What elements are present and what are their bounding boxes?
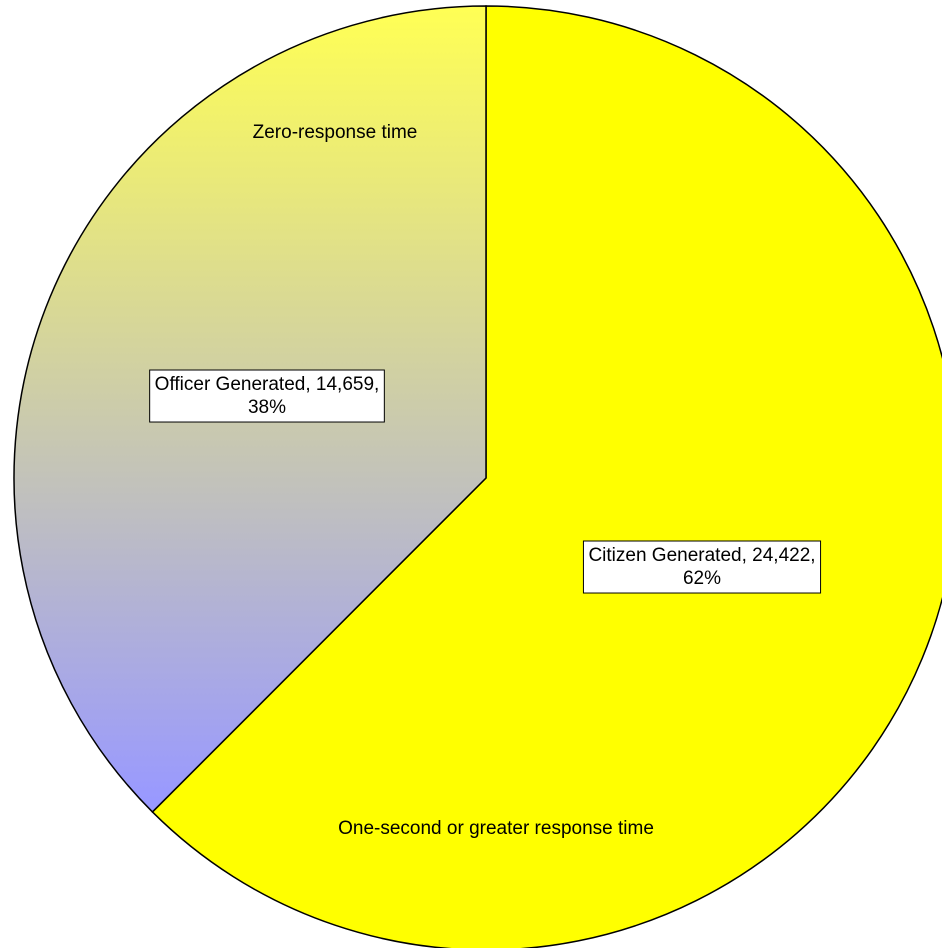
annotation: Zero-response time	[253, 122, 418, 143]
annotation: One-second or greater response time	[338, 818, 654, 839]
data-label: Officer Generated, 14,659, 38%	[155, 374, 380, 418]
pie	[13, 5, 942, 948]
label-percent: 38%	[248, 397, 286, 418]
label-value: 24,422	[752, 545, 810, 566]
label-name: Citizen Generated	[588, 545, 741, 566]
pie-slice	[151, 5, 942, 948]
data-label-box	[149, 369, 385, 423]
data-label: Citizen Generated, 24,422, 62%	[588, 545, 815, 589]
label-name: Officer Generated	[155, 374, 306, 395]
label-value: 14,659	[316, 374, 374, 395]
label-percent: 62%	[683, 568, 721, 589]
data-label-box	[582, 540, 822, 594]
